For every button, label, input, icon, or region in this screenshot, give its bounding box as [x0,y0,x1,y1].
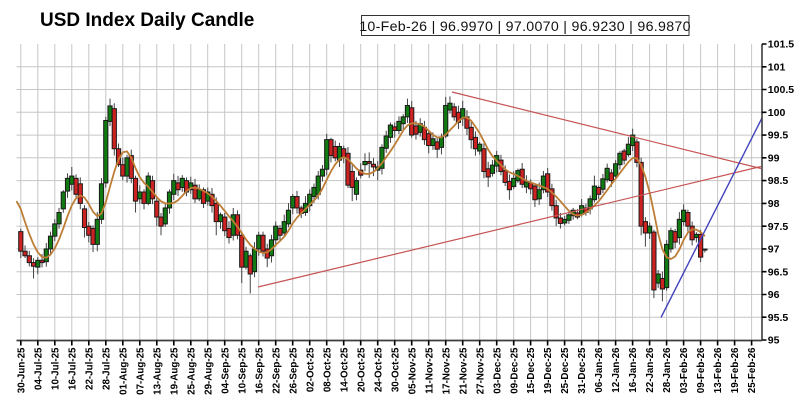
svg-text:96: 96 [768,289,780,301]
svg-text:28-Jul-25: 28-Jul-25 [101,347,112,390]
svg-text:20-Oct-25: 20-Oct-25 [356,347,367,392]
svg-text:06-Jan-26: 06-Jan-26 [594,347,605,393]
svg-text:11-Nov-25: 11-Nov-25 [424,347,435,394]
svg-text:100: 100 [768,107,786,119]
svg-text:22-Jul-25: 22-Jul-25 [84,347,95,390]
svg-text:13-Aug-25: 13-Aug-25 [152,347,163,395]
svg-text:13-Feb-26: 13-Feb-26 [713,347,724,393]
svg-text:98: 98 [768,198,780,210]
svg-text:101: 101 [768,61,786,73]
svg-text:21-Nov-25: 21-Nov-25 [458,347,469,394]
svg-text:09-Dec-25: 09-Dec-25 [509,347,520,394]
svg-text:19-Aug-25: 19-Aug-25 [169,347,180,395]
svg-text:09-Feb-26: 09-Feb-26 [696,347,707,393]
svg-text:101.5: 101.5 [768,39,794,51]
svg-text:10-Jul-25: 10-Jul-25 [50,347,61,390]
svg-text:95: 95 [768,335,780,347]
svg-text:01-Aug-25: 01-Aug-25 [118,347,129,395]
svg-text:03-Dec-25: 03-Dec-25 [492,347,503,394]
svg-text:16-Jul-25: 16-Jul-25 [67,347,78,390]
svg-text:95.5: 95.5 [768,312,789,324]
svg-text:17-Nov-25: 17-Nov-25 [441,347,452,394]
svg-text:15-Dec-25: 15-Dec-25 [526,347,537,394]
svg-text:31-Dec-25: 31-Dec-25 [577,347,588,394]
svg-text:04-Jul-25: 04-Jul-25 [33,347,44,390]
svg-text:96.5: 96.5 [768,266,789,278]
svg-text:10-Sep-25: 10-Sep-25 [237,347,248,394]
svg-text:19-Dec-25: 19-Dec-25 [543,347,554,394]
svg-text:12-Jan-26: 12-Jan-26 [611,347,622,393]
svg-text:28-Jan-26: 28-Jan-26 [662,347,673,393]
svg-text:19-Feb-26: 19-Feb-26 [730,347,741,393]
svg-text:97: 97 [768,244,780,256]
svg-text:26-Sep-25: 26-Sep-25 [288,347,299,394]
svg-text:16-Jan-26: 16-Jan-26 [628,347,639,393]
svg-text:30-Jun-25: 30-Jun-25 [16,347,27,393]
svg-text:04-Sep-25: 04-Sep-25 [220,347,231,394]
svg-text:29-Aug-25: 29-Aug-25 [203,347,214,395]
svg-text:USD Index Daily Candle: USD Index Daily Candle [40,10,254,31]
svg-text:10-Feb-26 | 96.9970 | 97.0070: 10-Feb-26 | 96.9970 | 97.0070 | 96.9230 … [359,19,691,35]
svg-text:99.5: 99.5 [768,130,789,142]
svg-text:98.5: 98.5 [768,175,789,187]
svg-text:100.5: 100.5 [768,84,794,96]
svg-text:22-Sep-25: 22-Sep-25 [271,347,282,394]
svg-text:24-Oct-25: 24-Oct-25 [373,347,384,392]
svg-text:14-Oct-25: 14-Oct-25 [339,347,350,392]
svg-text:05-Nov-25: 05-Nov-25 [407,347,418,394]
svg-text:22-Jan-26: 22-Jan-26 [645,347,656,393]
svg-text:07-Aug-25: 07-Aug-25 [135,347,146,395]
svg-text:03-Feb-26: 03-Feb-26 [679,347,690,393]
svg-text:27-Nov-25: 27-Nov-25 [475,347,486,394]
svg-text:99: 99 [768,152,780,164]
svg-text:97.5: 97.5 [768,221,789,233]
svg-text:02-Oct-25: 02-Oct-25 [305,347,316,392]
svg-text:16-Sep-25: 16-Sep-25 [254,347,265,394]
svg-text:30-Oct-25: 30-Oct-25 [390,347,401,392]
svg-text:25-Feb-26: 25-Feb-26 [747,347,758,393]
svg-text:25-Aug-25: 25-Aug-25 [186,347,197,395]
svg-text:08-Oct-25: 08-Oct-25 [322,347,333,392]
svg-text:25-Dec-25: 25-Dec-25 [560,347,571,394]
